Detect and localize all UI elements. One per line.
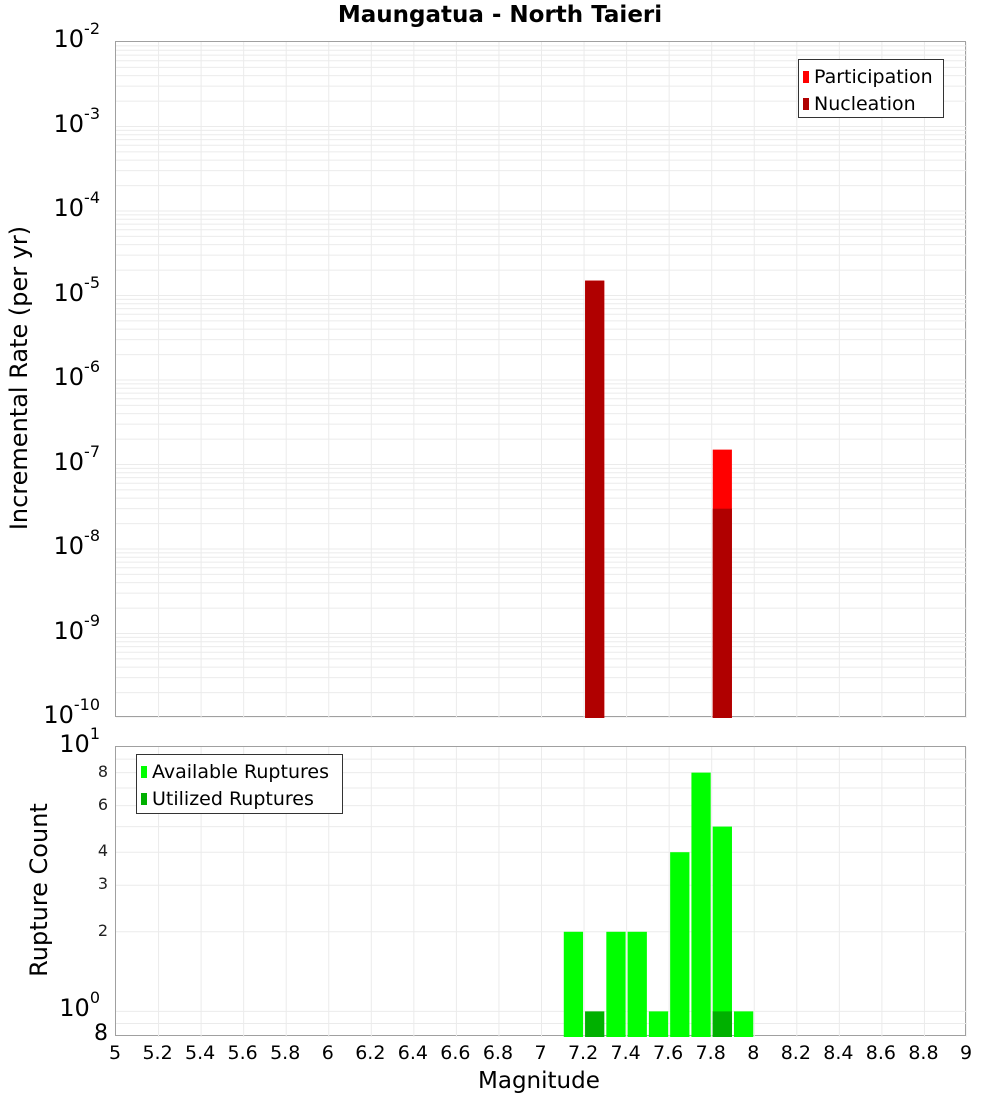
legend-item-nucleation: Nucleation <box>803 90 937 117</box>
top-y-tick: 10-6 <box>53 357 101 391</box>
bottom-y-minor-tick: 2 <box>97 920 108 940</box>
x-tick: 6.8 <box>482 1042 514 1064</box>
legend-item-participation: Participation <box>803 63 937 90</box>
top-y-axis-label: Incremental Rate (per yr) <box>5 225 33 531</box>
x-tick: 7.6 <box>653 1042 684 1064</box>
x-tick: 6.4 <box>397 1042 428 1064</box>
chart-title: Maungatua - North Taieri <box>337 2 663 28</box>
x-tick: 5.2 <box>142 1042 173 1064</box>
nucleation-bar <box>712 508 732 718</box>
top-y-tick: 10-10 <box>43 695 100 729</box>
available-bar <box>733 1011 754 1037</box>
x-tick: 7.4 <box>610 1042 641 1064</box>
bottom-y-major-tick: 100 <box>59 988 100 1023</box>
bottom-y-min-tick: 8 <box>94 1021 108 1046</box>
utilized-bar <box>585 1011 605 1037</box>
top-y-tick: 10-8 <box>53 526 101 560</box>
nucleation-swatch-icon <box>803 97 809 110</box>
legend-item-available: Available Ruptures <box>141 758 336 785</box>
x-tick: 6.6 <box>440 1042 471 1064</box>
x-tick: 7.8 <box>695 1042 726 1064</box>
x-tick: 5.4 <box>184 1042 216 1064</box>
available-bar <box>670 852 690 1037</box>
top-plot-svg <box>116 42 967 718</box>
x-tick: 5.8 <box>270 1042 301 1064</box>
x-tick: 7 <box>534 1042 547 1064</box>
top-legend: Participation Nucleation <box>798 59 944 118</box>
available-swatch-icon <box>141 765 147 778</box>
x-tick: 8.2 <box>780 1042 811 1064</box>
top-plot-area <box>115 41 967 718</box>
available-bar <box>627 931 647 1037</box>
top-y-tick: 10-2 <box>53 19 101 53</box>
bottom-y-minor-tick: 3 <box>97 874 108 894</box>
x-tick: 6.2 <box>355 1042 386 1064</box>
top-y-tick: 10-4 <box>53 188 101 222</box>
available-bar <box>648 1011 669 1037</box>
bottom-y-major-tick: 101 <box>59 724 100 758</box>
nucleation-bar <box>585 280 605 718</box>
x-tick: 8 <box>747 1042 760 1064</box>
x-tick: 9 <box>959 1042 973 1064</box>
x-tick: 8.4 <box>823 1042 854 1064</box>
bottom-y-minor-tick: 4 <box>97 841 108 861</box>
x-tick: 5.6 <box>227 1042 258 1064</box>
x-tick: 7.2 <box>567 1042 599 1064</box>
participation-swatch-icon <box>803 70 809 83</box>
x-tick: 5 <box>108 1042 122 1064</box>
top-y-tick: 10-3 <box>53 103 101 138</box>
utilized-swatch-icon <box>141 792 147 805</box>
available-bar <box>563 931 584 1037</box>
x-tick: 8.6 <box>865 1042 896 1064</box>
bottom-legend: Available Ruptures Utilized Ruptures <box>136 754 343 814</box>
legend-item-utilized: Utilized Ruptures <box>141 785 336 812</box>
top-y-tick: 10-7 <box>53 441 101 476</box>
bottom-y-axis-label: Rupture Count <box>25 803 53 977</box>
top-y-tick: 10-5 <box>53 272 101 307</box>
x-tick: 8.8 <box>908 1042 939 1064</box>
x-axis-label: Magnitude <box>478 1068 600 1094</box>
available-bar <box>691 772 711 1037</box>
available-bar <box>606 931 626 1037</box>
available-bar <box>712 826 732 1037</box>
top-y-tick: 10-9 <box>53 610 101 645</box>
bottom-plot-area <box>115 746 967 1037</box>
bottom-y-minor-tick: 6 <box>97 794 108 814</box>
x-tick: 6 <box>321 1042 334 1064</box>
bottom-y-minor-tick: 8 <box>97 761 108 781</box>
utilized-bar <box>712 1011 732 1037</box>
